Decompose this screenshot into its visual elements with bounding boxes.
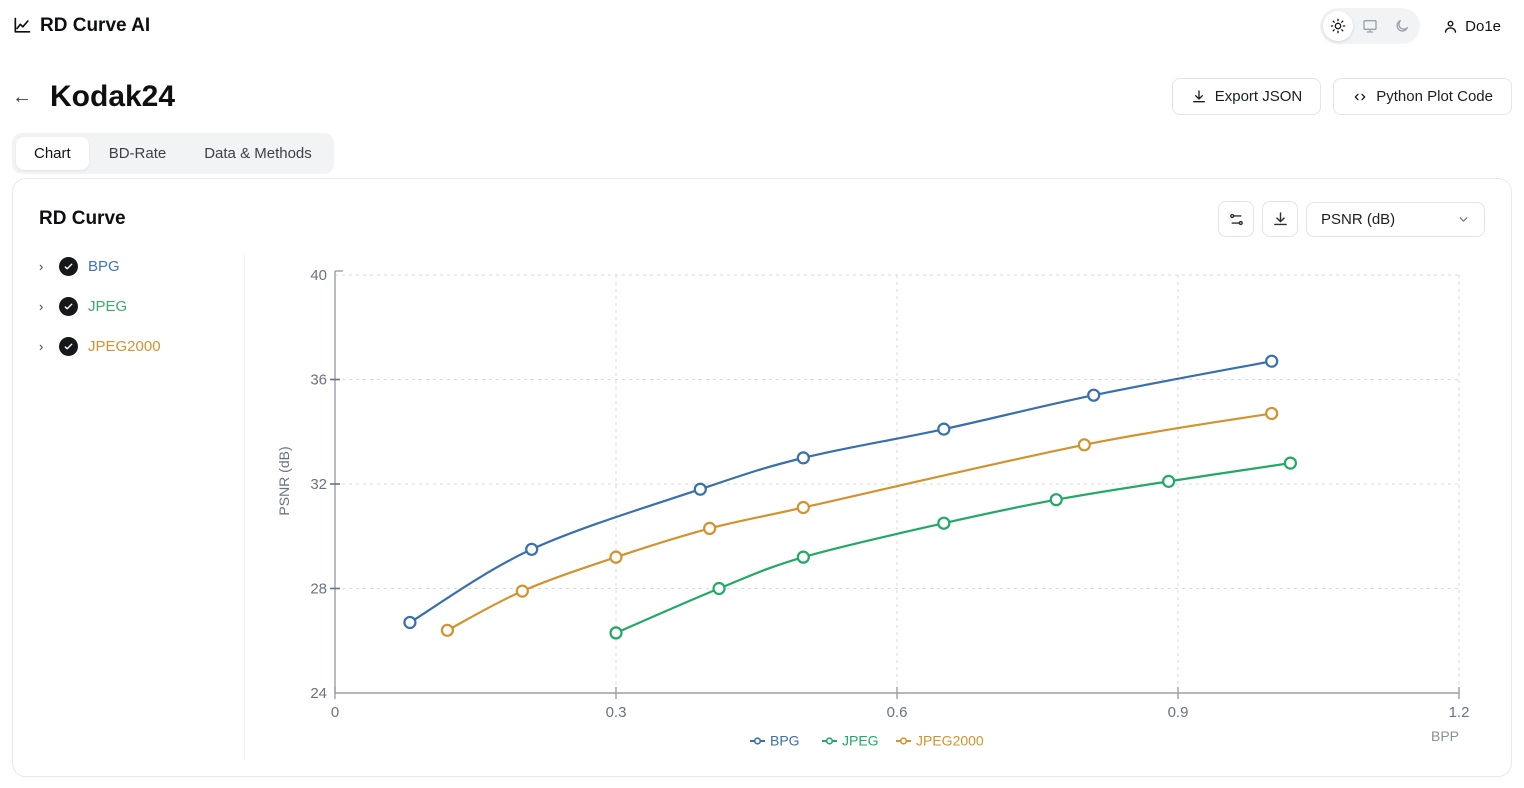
svg-text:24: 24	[310, 685, 327, 702]
svg-text:0: 0	[331, 704, 339, 721]
svg-text:40: 40	[310, 267, 327, 284]
svg-text:BPP: BPP	[1431, 728, 1459, 744]
svg-text:36: 36	[310, 372, 327, 389]
svg-text:BPG: BPG	[770, 733, 800, 749]
svg-text:0.6: 0.6	[887, 704, 908, 721]
svg-text:JPEG: JPEG	[842, 733, 879, 749]
svg-text:PSNR (dB): PSNR (dB)	[276, 446, 292, 515]
svg-text:32: 32	[310, 476, 327, 493]
svg-text:0.9: 0.9	[1168, 704, 1189, 721]
svg-text:0.3: 0.3	[606, 704, 627, 721]
svg-text:1.2: 1.2	[1449, 704, 1470, 721]
svg-text:JPEG2000: JPEG2000	[916, 733, 984, 749]
svg-text:28: 28	[310, 581, 327, 598]
